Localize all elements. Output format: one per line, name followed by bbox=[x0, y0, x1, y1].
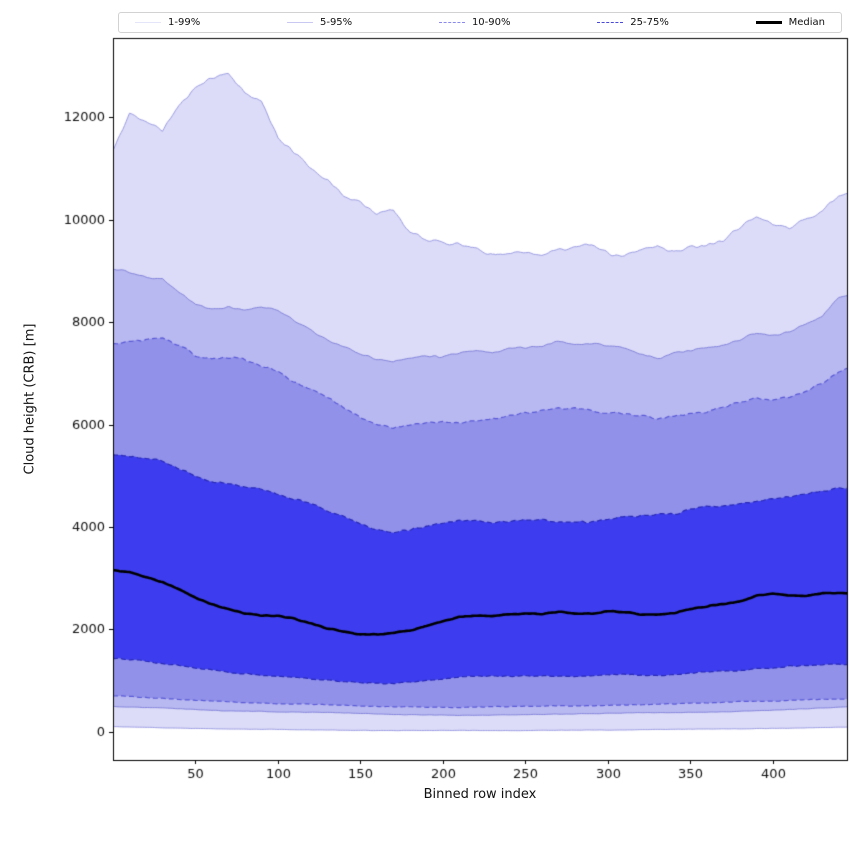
y-axis-label: Cloud height (CRB) [m] bbox=[22, 323, 38, 475]
legend-label-5-95: 5-95% bbox=[319, 16, 353, 28]
legend-item-5-95: 5-95% bbox=[286, 16, 353, 28]
legend-line-median-icon bbox=[755, 21, 782, 24]
legend-line-25-75-icon bbox=[597, 22, 624, 23]
legend-item-median: Median bbox=[755, 16, 825, 28]
legend-item-25-75: 25-75% bbox=[597, 16, 669, 28]
legend-line-1-99-icon bbox=[135, 22, 161, 23]
legend-label-25-75: 25-75% bbox=[630, 16, 669, 28]
legend-label-median: Median bbox=[788, 16, 825, 28]
x-axis-label: Binned row index bbox=[423, 787, 537, 802]
legend: 1-99% 5-95% 10-90% 25-75% Median bbox=[118, 12, 842, 33]
legend-line-10-90-icon bbox=[438, 22, 465, 23]
legend-label-10-90: 10-90% bbox=[471, 16, 511, 28]
legend-item-10-90: 10-90% bbox=[438, 16, 511, 28]
legend-item-1-99: 1-99% bbox=[135, 16, 201, 28]
legend-line-5-95-icon bbox=[286, 22, 313, 23]
legend-label-1-99: 1-99% bbox=[168, 16, 201, 28]
